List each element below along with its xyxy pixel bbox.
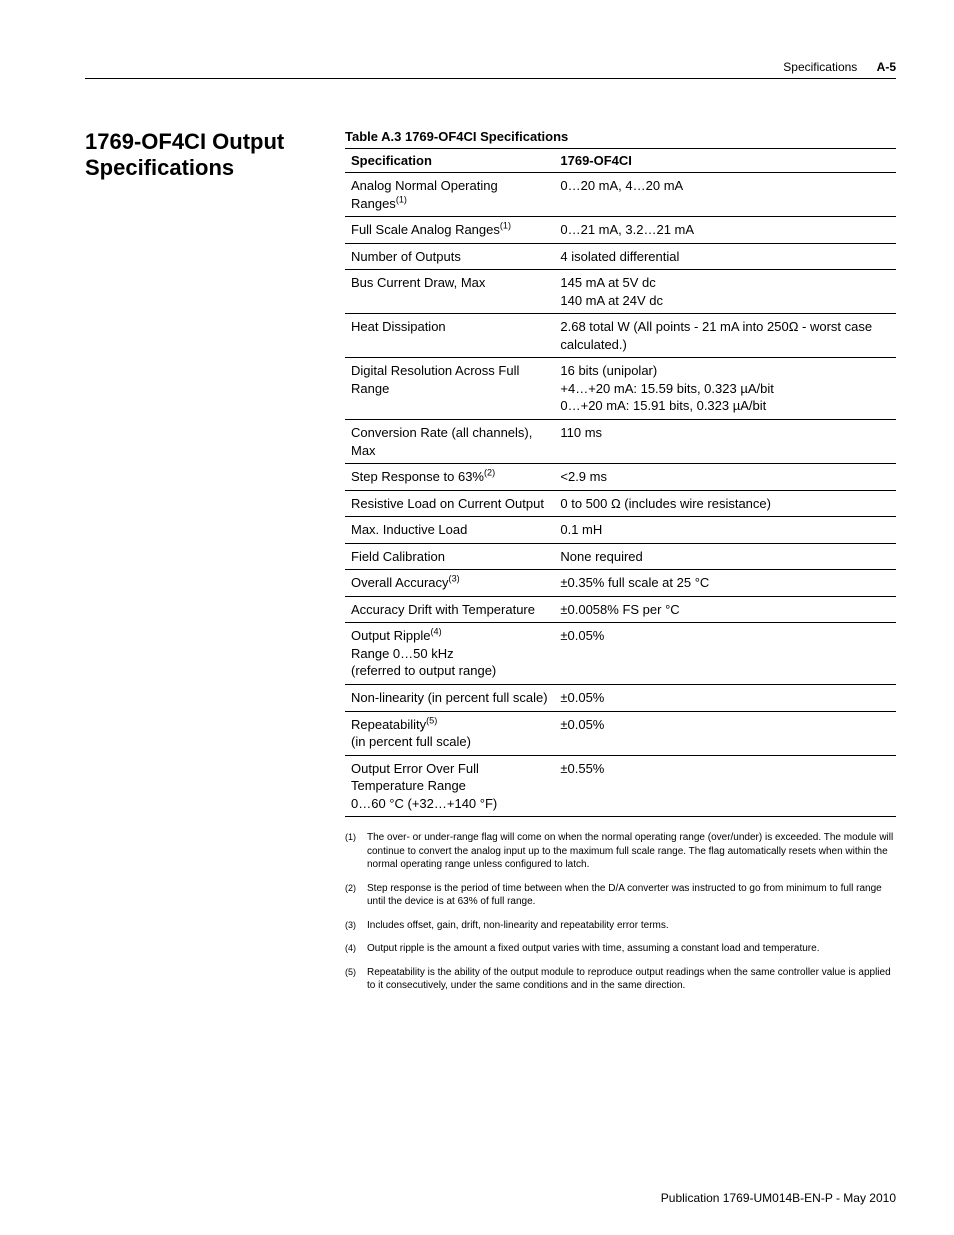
footer-publication: Publication 1769-UM014B-EN-P - May 2010 <box>661 1191 896 1205</box>
value-cell: 0…21 mA, 3.2…21 mA <box>554 217 896 244</box>
spec-cell: Heat Dissipation <box>345 314 554 358</box>
footnote-number: (2) <box>345 882 367 909</box>
value-cell: None required <box>554 543 896 570</box>
value-cell: 110 ms <box>554 420 896 464</box>
value-cell: 16 bits (unipolar)+4…+20 mA: 15.59 bits,… <box>554 358 896 420</box>
table-row: Max. Inductive Load0.1 mH <box>345 517 896 544</box>
running-header: Specifications A-5 <box>85 60 896 78</box>
footnote-number: (3) <box>345 919 367 933</box>
table-header-row: Specification 1769-OF4CI <box>345 149 896 173</box>
spec-cell: Step Response to 63%(2) <box>345 464 554 491</box>
value-cell: 0…20 mA, 4…20 mA <box>554 173 896 217</box>
table-row: Analog Normal Operating Ranges(1)0…20 mA… <box>345 173 896 217</box>
footnote: (2)Step response is the period of time b… <box>345 882 896 909</box>
spec-cell: Conversion Rate (all channels), Max <box>345 420 554 464</box>
header-rule: Specifications A-5 <box>85 60 896 79</box>
spec-cell: Overall Accuracy(3) <box>345 570 554 597</box>
footnote-text: Includes offset, gain, drift, non-linear… <box>367 919 896 933</box>
table-row: Heat Dissipation2.68 total W (All points… <box>345 314 896 358</box>
value-cell: 4 isolated differential <box>554 243 896 270</box>
table-caption: Table A.3 1769-OF4CI Specifications <box>345 129 896 144</box>
footnote-text: Repeatability is the ability of the outp… <box>367 966 896 993</box>
footnote-text: Step response is the period of time betw… <box>367 882 896 909</box>
value-cell: 145 mA at 5V dc140 mA at 24V dc <box>554 270 896 314</box>
value-cell: 2.68 total W (All points - 21 mA into 25… <box>554 314 896 358</box>
value-cell: <2.9 ms <box>554 464 896 491</box>
col-header-spec: Specification <box>345 149 554 173</box>
spec-cell: Full Scale Analog Ranges(1) <box>345 217 554 244</box>
footnote-number: (5) <box>345 966 367 993</box>
table-row: Digital Resolution Across Full Range16 b… <box>345 358 896 420</box>
spec-cell: Output Error Over Full Temperature Range… <box>345 755 554 817</box>
right-column: Table A.3 1769-OF4CI Specifications Spec… <box>345 129 896 1003</box>
value-cell: 0.1 mH <box>554 517 896 544</box>
value-cell: ±0.05% <box>554 685 896 712</box>
spec-cell: Output Ripple(4)Range 0…50 kHz(referred … <box>345 623 554 685</box>
value-cell: ±0.0058% FS per °C <box>554 596 896 623</box>
footnote-number: (1) <box>345 831 367 872</box>
table-row: Resistive Load on Current Output0 to 500… <box>345 490 896 517</box>
spec-cell: Accuracy Drift with Temperature <box>345 596 554 623</box>
footnote: (4)Output ripple is the amount a fixed o… <box>345 942 896 956</box>
section-title-line1: 1769-OF4CI Output <box>85 129 284 154</box>
col-header-val: 1769-OF4CI <box>554 149 896 173</box>
spec-table: Specification 1769-OF4CI Analog Normal O… <box>345 148 896 817</box>
value-cell: 0 to 500 Ω (includes wire resistance) <box>554 490 896 517</box>
table-row: Non-linearity (in percent full scale)±0.… <box>345 685 896 712</box>
spec-cell: Analog Normal Operating Ranges(1) <box>345 173 554 217</box>
footnote-number: (4) <box>345 942 367 956</box>
spec-cell: Field Calibration <box>345 543 554 570</box>
content-area: 1769-OF4CI Output Specifications Table A… <box>85 129 896 1003</box>
value-cell: ±0.05% <box>554 623 896 685</box>
spec-cell: Digital Resolution Across Full Range <box>345 358 554 420</box>
header-page: A-5 <box>877 60 896 74</box>
value-cell: ±0.35% full scale at 25 °C <box>554 570 896 597</box>
value-cell: ±0.05% <box>554 711 896 755</box>
left-column: 1769-OF4CI Output Specifications <box>85 129 345 1003</box>
header-section: Specifications <box>783 60 857 74</box>
table-row: Bus Current Draw, Max145 mA at 5V dc140 … <box>345 270 896 314</box>
table-row: Output Error Over Full Temperature Range… <box>345 755 896 817</box>
section-title-line2: Specifications <box>85 155 234 180</box>
spec-cell: Non-linearity (in percent full scale) <box>345 685 554 712</box>
table-row: Full Scale Analog Ranges(1)0…21 mA, 3.2…… <box>345 217 896 244</box>
spec-cell: Resistive Load on Current Output <box>345 490 554 517</box>
footnote: (5)Repeatability is the ability of the o… <box>345 966 896 993</box>
table-row: Step Response to 63%(2)<2.9 ms <box>345 464 896 491</box>
table-row: Conversion Rate (all channels), Max110 m… <box>345 420 896 464</box>
table-row: Overall Accuracy(3)±0.35% full scale at … <box>345 570 896 597</box>
section-title: 1769-OF4CI Output Specifications <box>85 129 345 182</box>
value-cell: ±0.55% <box>554 755 896 817</box>
table-row: Output Ripple(4)Range 0…50 kHz(referred … <box>345 623 896 685</box>
spec-cell: Repeatability(5)(in percent full scale) <box>345 711 554 755</box>
spec-cell: Max. Inductive Load <box>345 517 554 544</box>
spec-cell: Bus Current Draw, Max <box>345 270 554 314</box>
table-row: Accuracy Drift with Temperature±0.0058% … <box>345 596 896 623</box>
footnote-text: Output ripple is the amount a fixed outp… <box>367 942 896 956</box>
spec-cell: Number of Outputs <box>345 243 554 270</box>
table-row: Repeatability(5)(in percent full scale)±… <box>345 711 896 755</box>
footnotes: (1)The over- or under-range flag will co… <box>345 831 896 993</box>
footnote-text: The over- or under-range flag will come … <box>367 831 896 872</box>
footnote: (3)Includes offset, gain, drift, non-lin… <box>345 919 896 933</box>
table-row: Field CalibrationNone required <box>345 543 896 570</box>
footnote: (1)The over- or under-range flag will co… <box>345 831 896 872</box>
table-row: Number of Outputs4 isolated differential <box>345 243 896 270</box>
